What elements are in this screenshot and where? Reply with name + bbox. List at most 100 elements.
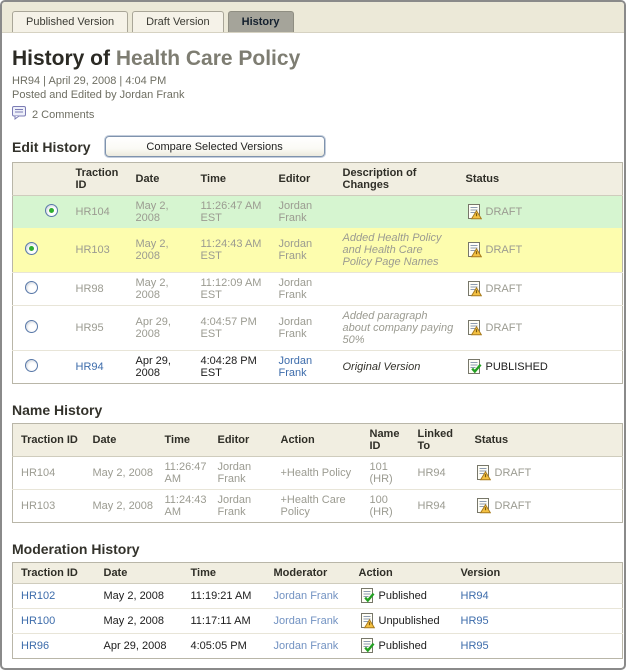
moderation-history-col-header: Moderator	[265, 562, 351, 584]
moderator-cell[interactable]: Jordan Frank	[265, 608, 351, 634]
traction-id-link[interactable]: HR100	[21, 615, 56, 627]
version-select-radio[interactable]	[25, 320, 38, 333]
action-cell: Published	[350, 633, 453, 659]
version-cell[interactable]: HR94	[453, 584, 623, 609]
traction-id: HR95	[75, 322, 104, 334]
compare-selected-versions-button[interactable]: Compare Selected Versions	[104, 136, 325, 157]
name-history-row: HR104 May 2, 2008 11:26:47 AM Jordan Frank +…	[13, 457, 623, 490]
time-cell: 4:04:57 PM EST	[192, 305, 271, 351]
date-cell: May 2, 2008	[92, 467, 154, 479]
version-radio-cell	[12, 228, 68, 273]
version-select-radio[interactable]	[25, 281, 38, 294]
edit-history-col-header: Time	[192, 162, 271, 196]
date-cell: Apr 29, 2008	[95, 633, 183, 659]
page-title: History of Health Care Policy	[12, 47, 616, 71]
editor-cell: Jordan Frank	[270, 195, 335, 228]
date-cell: Apr 29, 2008	[127, 350, 193, 384]
draft-status-icon	[475, 498, 491, 514]
time-cell: 11:26:47 AM	[164, 461, 207, 485]
entry-meta: HR94 | April 29, 2008 | 4:04 PM	[12, 75, 167, 87]
editor-cell: Jordan Frank	[209, 489, 273, 523]
edit-history-col-header: Traction ID	[67, 162, 128, 196]
moderation-history-row: HR102 May 2, 2008 11:19:21 AM Jordan Frank P…	[13, 584, 623, 609]
action-cell: +Health Policy	[280, 467, 352, 479]
traction-id-link[interactable]: HR96	[21, 640, 50, 652]
linked-to-cell: HR94	[417, 467, 446, 479]
name-history-col-header: Action	[272, 423, 362, 457]
moderation-history-col-header: Date	[95, 562, 183, 584]
radio-column-header	[12, 162, 68, 196]
status-label: DRAFT	[485, 244, 523, 256]
edit-history-col-header: Editor	[270, 162, 335, 196]
date-cell: May 2, 2008	[103, 590, 165, 602]
traction-id-link[interactable]: HR102	[21, 590, 56, 602]
draft-status-icon	[466, 320, 482, 336]
traction-id-cell[interactable]: HR102	[13, 584, 96, 609]
traction-id-cell[interactable]: HR100	[12, 608, 96, 634]
tab-history[interactable]: History	[227, 11, 294, 32]
name-history-col-header: Linked To	[409, 423, 467, 457]
status-cell: DRAFT	[457, 195, 623, 228]
status-cell: DRAFT	[467, 457, 623, 490]
editor-cell: Jordan Frank	[270, 228, 335, 273]
moderation-history-table: Traction ID Date Time Moderator Action Versio…	[12, 562, 623, 659]
status-cell: DRAFT	[466, 489, 623, 523]
traction-id-cell[interactable]: HR94	[67, 350, 128, 384]
published-action-icon	[359, 588, 375, 604]
version-select-radio[interactable]	[25, 359, 38, 372]
status-label: DRAFT	[485, 206, 523, 218]
description-cell	[334, 272, 458, 306]
editor-cell[interactable]: Jordan Frank	[270, 350, 335, 384]
status-cell: DRAFT	[457, 228, 623, 273]
traction-id-cell[interactable]: HR96	[12, 633, 96, 659]
moderation-history-col-header: Time	[182, 562, 266, 584]
time-cell: 11:24:43 AM EST	[192, 228, 271, 273]
comments-count-link[interactable]: 2 Comments	[32, 108, 95, 121]
time-cell: 4:05:05 PM	[182, 633, 266, 659]
time-cell: 11:12:09 AM EST	[192, 272, 271, 306]
moderator-link[interactable]: Jordan Frank	[273, 640, 339, 652]
traction-id-cell: HR103	[67, 228, 128, 273]
version-select-radio[interactable]	[45, 204, 58, 217]
edit-history-row: HR103 May 2, 2008 11:24:43 AM EST Jordan Fr…	[12, 228, 623, 273]
moderator-link[interactable]: Jordan Frank	[273, 590, 339, 602]
version-link[interactable]: HR95	[460, 640, 489, 652]
status-cell: DRAFT	[457, 272, 623, 306]
traction-id[interactable]: HR94	[75, 361, 104, 373]
traction-id-cell: HR103	[12, 489, 85, 523]
editor-name: Jordan Frank	[278, 200, 313, 224]
draft-status-icon	[466, 281, 482, 297]
tab-published-version[interactable]: Published Version	[12, 11, 129, 32]
traction-id-cell: HR104	[67, 195, 128, 228]
name-history-col-header: Traction ID	[12, 423, 85, 457]
version-cell[interactable]: HR95	[452, 608, 623, 634]
moderator-cell[interactable]: Jordan Frank	[266, 584, 351, 609]
traction-id: HR98	[75, 283, 104, 295]
status-label: DRAFT	[494, 467, 532, 479]
moderator-cell[interactable]: Jordan Frank	[265, 633, 351, 659]
name-history-col-header: Date	[84, 423, 157, 457]
version-select-radio[interactable]	[25, 242, 38, 255]
description-cell	[334, 195, 458, 228]
date-cell: May 2, 2008	[127, 272, 193, 306]
description-cell: Added paragraph about company paying 50%	[334, 305, 458, 351]
editor-name[interactable]: Jordan Frank	[278, 355, 313, 379]
edit-history-col-header: Status	[457, 162, 623, 196]
version-link[interactable]: HR94	[460, 590, 489, 602]
comment-bubble-icon	[12, 106, 27, 123]
editor-name: Jordan Frank	[278, 238, 313, 262]
version-link[interactable]: HR95	[460, 615, 489, 627]
version-cell[interactable]: HR95	[452, 633, 623, 659]
version-radio-cell	[12, 305, 68, 351]
traction-id: HR103	[75, 244, 110, 256]
moderator-link[interactable]: Jordan Frank	[273, 615, 339, 627]
published-status-icon	[466, 359, 482, 375]
date-cell: May 2, 2008	[127, 228, 193, 273]
editor-cell: Jordan Frank	[217, 461, 252, 485]
tab-draft-version[interactable]: Draft Version	[132, 11, 224, 32]
draft-status-icon	[475, 465, 491, 481]
editor-cell: Jordan Frank	[270, 272, 335, 306]
time-cell: 11:24:43 AM	[156, 489, 210, 523]
time-cell: 4:04:28 PM EST	[192, 350, 271, 384]
